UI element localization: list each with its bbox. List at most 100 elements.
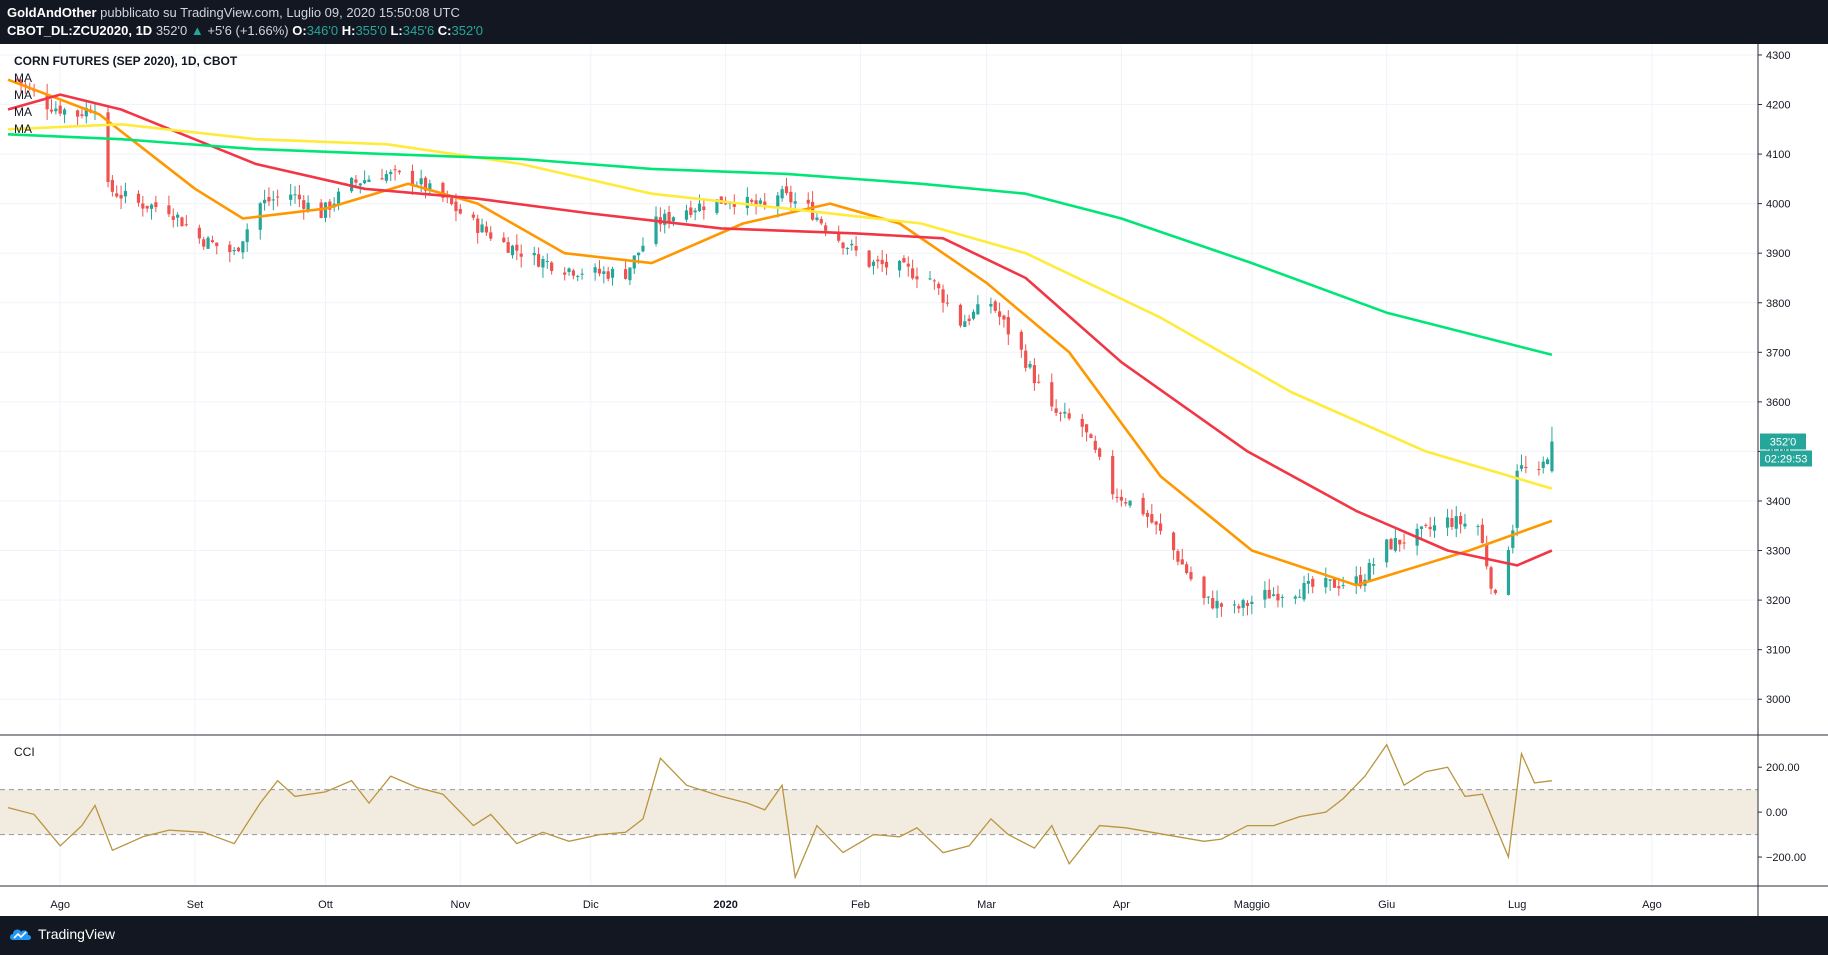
candle-body[interactable] bbox=[911, 268, 915, 279]
candle-body[interactable] bbox=[197, 227, 201, 239]
candle-body[interactable] bbox=[1054, 408, 1058, 413]
candle-body[interactable] bbox=[941, 289, 945, 303]
candle-body[interactable] bbox=[484, 226, 489, 233]
candle-body[interactable] bbox=[1215, 600, 1219, 609]
candle-body[interactable] bbox=[267, 197, 271, 202]
moving-average-line-4[interactable] bbox=[7, 133, 1553, 357]
ma-legend-1[interactable]: MA bbox=[14, 71, 32, 85]
candle-body[interactable] bbox=[1150, 514, 1154, 523]
candle-body[interactable] bbox=[1341, 584, 1345, 587]
candle-body[interactable] bbox=[1176, 551, 1180, 562]
candle-body[interactable] bbox=[423, 177, 428, 191]
candle-body[interactable] bbox=[667, 211, 671, 222]
candle-body[interactable] bbox=[1006, 317, 1010, 335]
candle-body[interactable] bbox=[1428, 526, 1432, 530]
candle-body[interactable] bbox=[1545, 459, 1550, 464]
candle-body[interactable] bbox=[1028, 363, 1032, 368]
candle-body[interactable] bbox=[476, 218, 480, 233]
candle-body[interactable] bbox=[471, 214, 475, 218]
candle-body[interactable] bbox=[1332, 577, 1337, 588]
candle-body[interactable] bbox=[19, 79, 23, 85]
candle-body[interactable] bbox=[380, 178, 384, 180]
candle-body[interactable] bbox=[1354, 576, 1358, 584]
candle-body[interactable] bbox=[80, 114, 84, 116]
candle-body[interactable] bbox=[1189, 572, 1193, 580]
candle-body[interactable] bbox=[58, 105, 62, 114]
candle-body[interactable] bbox=[515, 244, 519, 251]
candle-body[interactable] bbox=[793, 201, 797, 204]
candle-body[interactable] bbox=[245, 229, 249, 243]
candle-body[interactable] bbox=[241, 241, 245, 253]
candle-body[interactable] bbox=[506, 242, 510, 253]
candle-body[interactable] bbox=[780, 189, 784, 199]
candle-body[interactable] bbox=[1398, 539, 1402, 545]
moving-average-line-3[interactable] bbox=[7, 123, 1553, 490]
candle-body[interactable] bbox=[363, 180, 367, 184]
candle-body[interactable] bbox=[754, 200, 758, 207]
candle-body[interactable] bbox=[1250, 601, 1254, 604]
chart-panel[interactable]: 4300420041004000390038003700360035003400… bbox=[0, 44, 1828, 916]
candle-body[interactable] bbox=[123, 190, 128, 197]
candle-body[interactable] bbox=[419, 178, 423, 185]
candle-body[interactable] bbox=[880, 259, 884, 265]
candle-body[interactable] bbox=[750, 199, 754, 202]
candle-body[interactable] bbox=[536, 254, 541, 267]
candle-body[interactable] bbox=[393, 169, 397, 171]
ma-legend-3[interactable]: MA bbox=[14, 105, 32, 119]
candle-body[interactable] bbox=[1058, 412, 1063, 414]
candle-body[interactable] bbox=[824, 225, 828, 231]
candle-body[interactable] bbox=[145, 205, 149, 209]
candle-body[interactable] bbox=[1519, 465, 1524, 469]
candle-body[interactable] bbox=[1358, 574, 1363, 587]
candle-body[interactable] bbox=[1367, 562, 1371, 580]
candle-body[interactable] bbox=[697, 203, 702, 212]
candle-body[interactable] bbox=[1393, 537, 1397, 551]
candle-body[interactable] bbox=[593, 267, 597, 273]
candle-body[interactable] bbox=[167, 205, 171, 215]
candle-body[interactable] bbox=[719, 196, 723, 204]
candle-body[interactable] bbox=[519, 253, 523, 257]
candle-body[interactable] bbox=[1063, 411, 1067, 414]
candle-body[interactable] bbox=[1476, 526, 1480, 528]
candle-body[interactable] bbox=[1537, 469, 1541, 471]
candle-body[interactable] bbox=[84, 107, 88, 117]
candle-body[interactable] bbox=[1324, 577, 1328, 588]
author-name[interactable]: GoldAndOther bbox=[7, 5, 97, 20]
candle-body[interactable] bbox=[206, 237, 210, 249]
candle-body[interactable] bbox=[1232, 604, 1237, 606]
candle-body[interactable] bbox=[693, 210, 697, 213]
candle-body[interactable] bbox=[1002, 315, 1006, 320]
candle-body[interactable] bbox=[15, 79, 19, 81]
candle-body[interactable] bbox=[1302, 583, 1306, 600]
candle-body[interactable] bbox=[928, 278, 932, 280]
candle-body[interactable] bbox=[202, 239, 206, 247]
candle-body[interactable] bbox=[480, 224, 484, 233]
candle-body[interactable] bbox=[806, 199, 810, 204]
candle-body[interactable] bbox=[1459, 515, 1463, 525]
candle-body[interactable] bbox=[724, 203, 728, 205]
candle-body[interactable] bbox=[441, 182, 445, 198]
candle-body[interactable] bbox=[945, 302, 950, 304]
candle-body[interactable] bbox=[1154, 521, 1158, 525]
candle-body[interactable] bbox=[289, 194, 293, 200]
candle-body[interactable] bbox=[602, 271, 606, 274]
candle-body[interactable] bbox=[1211, 598, 1215, 609]
tradingview-logo[interactable]: TradingView bbox=[8, 926, 115, 942]
candle-body[interactable] bbox=[871, 261, 876, 266]
candle-body[interactable] bbox=[1141, 497, 1145, 515]
candle-body[interactable] bbox=[1445, 517, 1450, 528]
candle-body[interactable] bbox=[654, 216, 658, 244]
candle-body[interactable] bbox=[510, 245, 515, 256]
candle-body[interactable] bbox=[1128, 500, 1132, 506]
candle-body[interactable] bbox=[1550, 441, 1554, 472]
candle-body[interactable] bbox=[963, 321, 967, 328]
candle-body[interactable] bbox=[1271, 594, 1276, 596]
candle-body[interactable] bbox=[576, 275, 580, 277]
candle-body[interactable] bbox=[154, 202, 158, 208]
candle-body[interactable] bbox=[606, 271, 610, 279]
candle-body[interactable] bbox=[1263, 589, 1267, 600]
candle-body[interactable] bbox=[906, 263, 910, 267]
candle-body[interactable] bbox=[902, 258, 906, 263]
candle-body[interactable] bbox=[215, 242, 219, 247]
candle-body[interactable] bbox=[1124, 502, 1128, 504]
